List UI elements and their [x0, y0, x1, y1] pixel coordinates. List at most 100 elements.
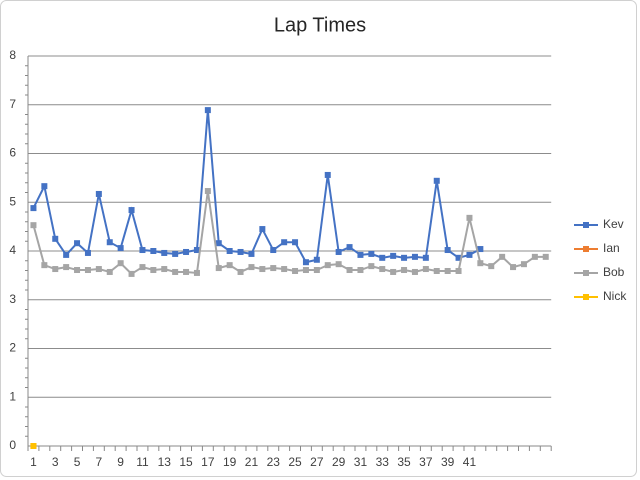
marker: [128, 270, 135, 277]
marker: [488, 263, 495, 270]
marker: [324, 262, 331, 269]
y-tick-label: 3: [9, 292, 16, 306]
marker: [499, 253, 506, 260]
marker: [270, 247, 277, 254]
marker: [161, 266, 168, 273]
marker: [313, 267, 320, 274]
marker: [30, 443, 37, 449]
marker: [95, 266, 102, 273]
x-tick-label: 5: [74, 455, 81, 469]
marker: [259, 266, 266, 273]
marker: [433, 267, 440, 274]
legend-marker: [583, 222, 589, 228]
marker: [161, 249, 168, 256]
x-tick-label: 17: [201, 455, 215, 469]
marker: [172, 250, 179, 257]
marker: [390, 268, 397, 275]
x-tick-label: 15: [179, 455, 193, 469]
marker: [52, 235, 59, 242]
marker: [41, 183, 48, 190]
legend-label: Nick: [603, 289, 627, 303]
marker: [466, 214, 473, 221]
marker: [226, 248, 233, 254]
legend-marker: [583, 270, 589, 276]
marker: [433, 177, 440, 184]
y-tick-label: 1: [9, 389, 16, 403]
legend-marker: [583, 246, 589, 252]
marker: [292, 267, 299, 274]
marker: [422, 254, 429, 261]
marker: [477, 246, 484, 253]
marker: [302, 259, 309, 266]
marker: [30, 205, 37, 212]
marker: [74, 240, 81, 247]
marker: [270, 265, 277, 272]
marker: [313, 256, 320, 263]
marker: [139, 247, 146, 254]
x-tick-label: 27: [310, 455, 324, 469]
x-tick-label: 13: [158, 455, 172, 469]
marker: [183, 248, 190, 255]
marker: [281, 239, 288, 246]
x-tick-label: 31: [354, 455, 368, 469]
y-tick-label: 5: [9, 194, 16, 208]
marker: [193, 269, 200, 276]
marker: [422, 266, 429, 273]
marker: [183, 268, 190, 275]
x-tick-label: 37: [419, 455, 433, 469]
marker: [302, 267, 309, 274]
x-tick-label: 23: [267, 455, 281, 469]
marker: [30, 222, 37, 229]
marker: [128, 207, 135, 214]
marker: [401, 254, 408, 261]
x-tick-label: 11: [136, 455, 149, 469]
marker: [357, 251, 364, 258]
marker: [401, 267, 408, 274]
legend-label: Kev: [603, 217, 624, 231]
marker: [248, 264, 255, 271]
x-tick-label: 19: [223, 455, 237, 469]
marker: [259, 226, 266, 233]
marker: [106, 268, 113, 275]
y-tick-label: 8: [9, 48, 16, 62]
marker: [379, 266, 386, 273]
marker: [226, 262, 233, 269]
x-tick-label: 1: [30, 455, 37, 469]
marker: [324, 171, 331, 178]
marker: [444, 267, 451, 274]
marker: [379, 254, 386, 261]
marker: [150, 267, 157, 274]
marker: [52, 266, 59, 273]
marker: [466, 251, 473, 258]
y-tick-label: 0: [9, 438, 16, 452]
marker: [281, 266, 288, 273]
marker: [390, 252, 397, 259]
marker: [215, 240, 222, 247]
marker: [411, 268, 418, 275]
marker: [204, 107, 211, 114]
marker: [150, 248, 157, 254]
marker: [237, 268, 244, 275]
marker: [477, 260, 484, 267]
x-tick-label: 39: [441, 455, 455, 469]
marker: [455, 254, 462, 261]
marker: [215, 265, 222, 272]
marker: [368, 263, 375, 270]
marker: [542, 253, 549, 260]
legend-marker: [583, 294, 589, 300]
marker: [172, 268, 179, 275]
marker: [117, 245, 124, 252]
marker: [335, 248, 342, 255]
marker: [74, 267, 81, 274]
x-tick-label: 29: [332, 455, 346, 469]
legend-label: Ian: [603, 241, 620, 255]
marker: [106, 239, 113, 246]
y-tick-label: 2: [9, 341, 16, 355]
marker: [84, 249, 91, 256]
marker: [204, 188, 211, 195]
y-tick-label: 4: [9, 243, 16, 257]
y-tick-label: 6: [9, 146, 16, 160]
